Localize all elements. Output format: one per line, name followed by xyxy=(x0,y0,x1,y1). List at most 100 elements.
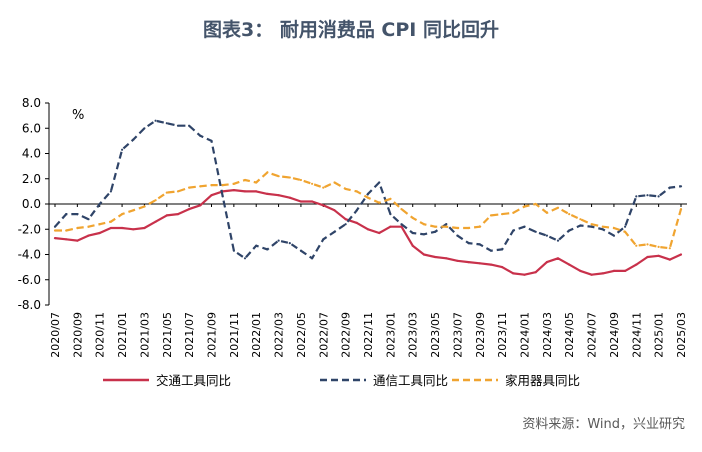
series-3-point xyxy=(478,225,481,228)
series-1-point xyxy=(288,196,291,199)
x-tick-label: 2022/05 xyxy=(295,312,308,358)
series-1-point xyxy=(668,258,671,261)
series-1-point xyxy=(512,272,515,275)
series-1-point xyxy=(109,226,112,230)
x-tick-label: 2021/09 xyxy=(206,312,219,358)
series-1-point xyxy=(624,269,627,272)
chart-title: 图表3： 耐用消费品 CPI 同比回升 xyxy=(203,18,499,41)
x-tick-label: 2022/07 xyxy=(317,312,330,358)
series-3-point xyxy=(400,208,403,211)
series-2-point xyxy=(679,185,683,188)
series-2-point xyxy=(188,124,191,127)
series-1-point xyxy=(534,271,537,274)
x-tick-label: 2024/03 xyxy=(541,312,554,358)
series-2-point xyxy=(277,239,280,242)
series-2-point xyxy=(523,225,526,228)
series-2-point xyxy=(624,225,627,228)
series-2-point xyxy=(98,202,101,206)
series-3-point xyxy=(221,184,224,187)
series-2-point xyxy=(199,134,202,137)
legend-label-2: 通信工具同比 xyxy=(373,373,448,388)
series-3-point xyxy=(232,182,235,185)
series-2-point xyxy=(243,257,247,260)
series-3-point xyxy=(445,225,448,228)
series-1-point xyxy=(255,190,258,193)
series-2-point xyxy=(154,119,157,122)
series-2-point xyxy=(545,234,549,237)
series-3-point xyxy=(501,213,504,216)
series-2-point xyxy=(556,239,560,242)
x-tick-label: 2021/05 xyxy=(161,312,174,358)
series-1-point xyxy=(199,204,202,207)
series-3-point xyxy=(121,213,124,216)
series-layer xyxy=(53,119,683,276)
series-line-2 xyxy=(54,119,682,260)
series-1-point xyxy=(98,231,101,235)
series-3-point xyxy=(534,202,537,206)
x-tick-label: 2023/09 xyxy=(474,312,487,358)
series-2-point xyxy=(478,243,481,246)
series-2-point xyxy=(210,139,213,142)
series-3-point xyxy=(210,184,213,187)
series-2-point xyxy=(121,148,124,151)
series-2-point xyxy=(355,209,358,212)
series-3-point xyxy=(378,201,381,204)
series-1-point xyxy=(657,254,660,257)
x-tick-label: 2023/01 xyxy=(384,312,397,358)
series-3-point xyxy=(679,208,683,211)
series-1-point xyxy=(556,257,560,260)
legend-label-1: 交通工具同比 xyxy=(156,373,231,388)
series-3-point xyxy=(612,226,616,230)
series-1-point xyxy=(311,200,314,203)
series-3-point xyxy=(422,223,425,226)
series-3-point xyxy=(601,225,604,228)
series-3-point xyxy=(635,244,638,247)
series-2-point xyxy=(143,127,146,130)
series-3-point xyxy=(299,178,302,182)
series-1-point xyxy=(400,225,403,228)
x-tick-label: 2020/11 xyxy=(94,312,107,358)
y-tick-label: 6.0 xyxy=(22,121,41,135)
series-2-point xyxy=(232,249,235,252)
series-1-point xyxy=(568,263,571,266)
series-3-point xyxy=(65,229,68,232)
series-3-point xyxy=(366,196,370,199)
series-1-point xyxy=(243,190,247,193)
series-3-point xyxy=(98,223,101,226)
series-3-point xyxy=(53,229,57,232)
series-2-point xyxy=(165,122,168,125)
series-1-point xyxy=(87,234,90,237)
x-tick-label: 2021/07 xyxy=(183,312,196,358)
series-3-point xyxy=(176,190,180,193)
source-note: 资料来源：Wind，兴业研究 xyxy=(522,417,685,432)
series-3-point xyxy=(657,245,660,248)
series-2-point xyxy=(590,225,593,228)
y-tick-label: -6.0 xyxy=(18,273,41,287)
series-2-point xyxy=(333,230,336,233)
series-2-point xyxy=(322,238,325,241)
series-2-point xyxy=(422,233,425,236)
series-3-point xyxy=(199,185,202,188)
series-1-point xyxy=(467,261,470,264)
series-3-point xyxy=(523,205,526,208)
series-1-point xyxy=(165,214,168,217)
series-2-point xyxy=(489,249,493,252)
series-3-point xyxy=(467,226,470,230)
y-unit-label: % xyxy=(72,108,84,123)
series-2-point xyxy=(434,230,437,233)
series-1-point xyxy=(355,221,358,224)
x-tick-label: 2024/11 xyxy=(630,312,643,358)
series-2-point xyxy=(579,224,582,227)
y-tick-label: 8.0 xyxy=(22,96,41,110)
series-3-point xyxy=(165,191,168,194)
series-3-point xyxy=(579,218,582,221)
series-2-point xyxy=(456,234,459,237)
x-tick-label: 2023/05 xyxy=(429,312,442,358)
series-2-point xyxy=(668,186,671,189)
series-3-point xyxy=(188,186,191,189)
series-1-point xyxy=(210,194,213,197)
series-2-point xyxy=(512,229,515,232)
series-2-point xyxy=(255,244,258,247)
axes: 8.0 6.0 4.0 2.0 0.0 -2.0 -4.0 -6.0 -8.0 2020/07 20… xyxy=(18,96,688,358)
